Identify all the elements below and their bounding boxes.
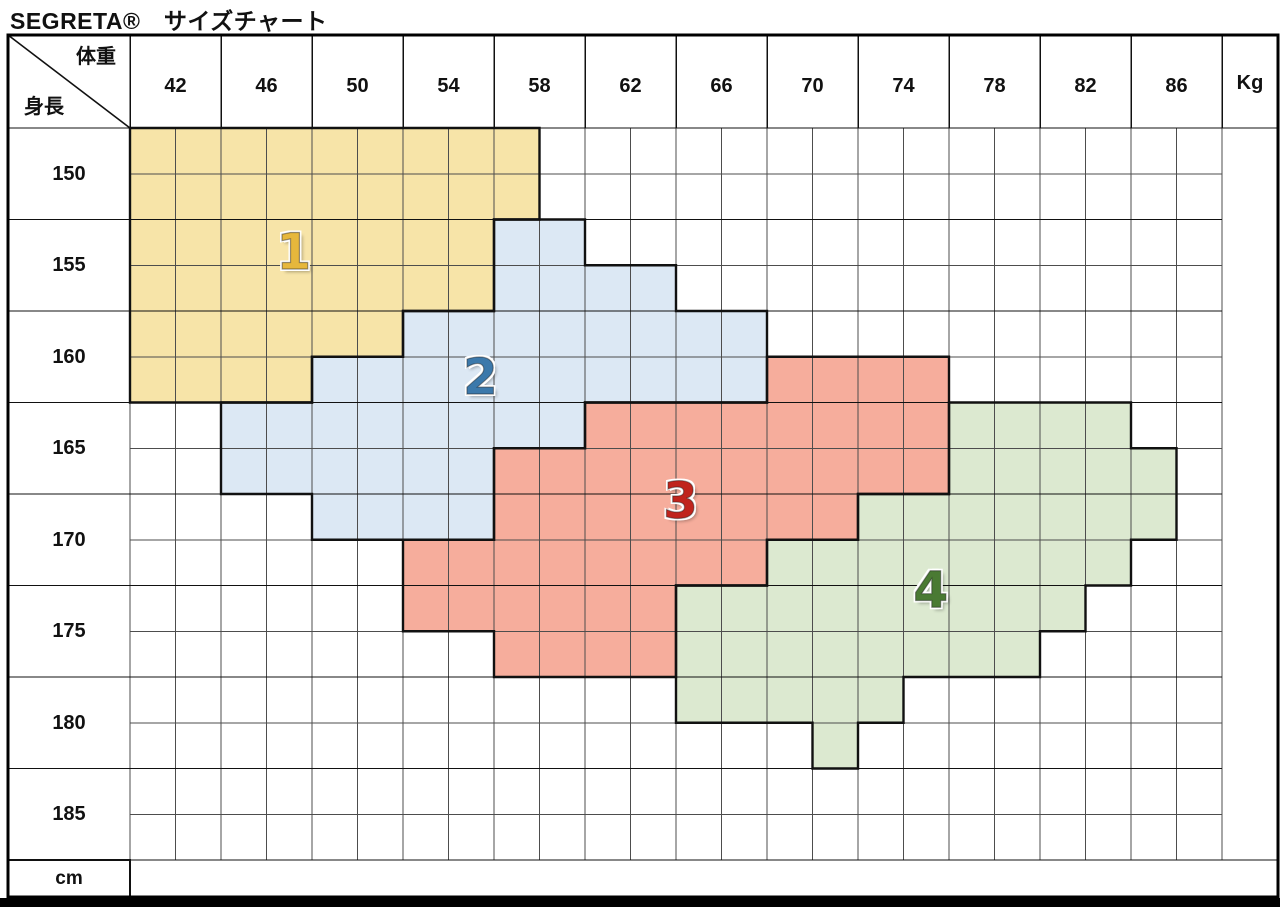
height-label-160: 160 [52,345,86,368]
size-4-glyph: 4 [913,560,949,620]
weight-label-86: 86 [1165,75,1188,97]
size-region-4-outline [674,401,1178,770]
corner-diagonal [7,34,131,129]
height-label-175: 175 [52,620,86,643]
weight-unit-label: Kg [1236,72,1264,94]
page-title: SEGRETA® サイズチャート [10,8,328,34]
outer-border [6,33,1280,899]
weight-label-54: 54 [437,75,460,97]
weight-label-66: 66 [710,75,733,97]
weight-axis-header: 体重 [76,46,116,68]
height-axis-header: 身長 [24,96,64,118]
height-label-170: 170 [52,528,86,551]
height-label-185: 185 [52,803,86,826]
weight-label-42: 42 [164,75,187,97]
weight-label-70: 70 [801,75,824,97]
size-3-glyph: 3 [663,471,699,530]
weight-label-62: 62 [619,75,642,97]
size-2-glyph: 2 [462,348,498,407]
bottom-bar [0,898,1280,907]
size-1-glyph: 1 [276,222,312,281]
weight-label-78: 78 [983,75,1006,97]
height-label-180: 180 [52,711,86,734]
weight-label-50: 50 [346,75,369,97]
weight-label-58: 58 [528,75,551,97]
height-label-150: 150 [52,162,86,185]
weight-label-74: 74 [892,75,915,97]
height-unit-label: cm [55,868,83,889]
height-label-155: 155 [52,254,86,277]
height-label-165: 165 [52,437,86,460]
weight-label-46: 46 [255,75,278,97]
weight-label-82: 82 [1074,75,1097,97]
